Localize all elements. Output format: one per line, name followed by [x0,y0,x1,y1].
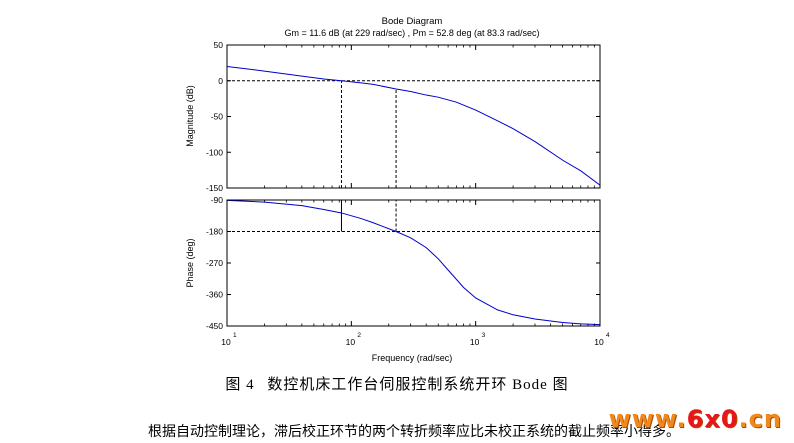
frequency-tick-exponent: 2 [357,332,361,339]
chart-subtitle: Gm = 11.6 dB (at 229 rad/sec) , Pm = 52.… [285,28,540,38]
bode-diagram: Bode Diagram Gm = 11.6 dB (at 229 rad/se… [185,16,610,363]
frequency-tick-exponent: 4 [606,332,610,339]
chart-title: Bode Diagram [382,16,443,27]
phase-ytick-label: -450 [206,321,223,331]
phase-axis-label: Phase (deg) [185,238,195,287]
magnitude-panel: Magnitude (dB) 50 0 -50 -100 -150 [185,40,601,193]
frequency-tick-base: 10 [470,337,480,347]
magnitude-ytick-label: 50 [214,40,224,50]
magnitude-ytick-label: -150 [206,183,223,193]
magnitude-ytick-label: -50 [211,112,224,122]
figure-caption-text: 数控机床工作台伺服控制系统开环 Bode 图 [267,377,569,393]
phase-ytick-label: -270 [206,258,223,268]
phase-ytick-label: -90 [211,195,224,205]
frequency-axis-label: Frequency (rad/sec) [372,353,453,363]
watermark-part-2: 6x0 [686,405,739,433]
magnitude-axis-label: Magnitude (dB) [185,85,195,147]
magnitude-curve [226,65,601,186]
frequency-tick-exponent: 3 [482,332,486,339]
frequency-tick-base: 10 [594,337,604,347]
site-watermark: www.6x0.cn [609,405,782,433]
phase-curve [226,199,601,326]
magnitude-axes-frame [226,44,601,189]
figure-label: 图 4 [225,377,255,393]
magnitude-ytick-label: -100 [206,147,223,157]
phase-ytick-label: -360 [206,290,223,300]
frequency-tick-exponent: 1 [233,332,237,339]
watermark-part-1: www. [608,405,687,433]
frequency-tick-base: 10 [221,337,231,347]
phase-panel: Phase (deg) -90 -180 -270 -360 -450 [185,195,601,331]
watermark-part-3: .cn [738,405,782,433]
phase-ytick-label: -180 [206,227,223,237]
phase-axes-frame [226,199,601,327]
body-paragraph: 根据自动控制理论，滞后校正环节的两个转折频率应比未校正系统的截止频率小得多。 [148,424,680,440]
frequency-tick-base: 10 [346,337,356,347]
magnitude-ytick-label: 0 [218,76,223,86]
figure-caption: 图 4 数控机床工作台伺服控制系统开环 Bode 图 [0,373,794,394]
